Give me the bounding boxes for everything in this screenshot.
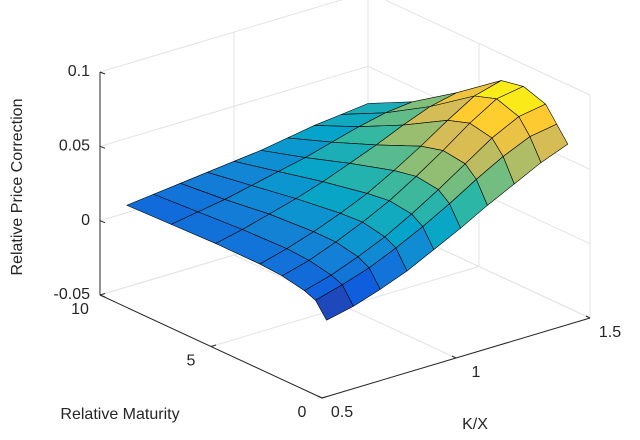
grid-line	[99, 65, 369, 147]
z-tick-label: 0.05	[59, 138, 90, 155]
tick-mark	[317, 395, 323, 399]
y-tick-label: 10	[71, 301, 89, 318]
y-tick-label: 0	[298, 404, 307, 421]
tick-mark	[321, 396, 328, 399]
tick-mark	[210, 344, 217, 347]
tick-mark	[585, 315, 591, 319]
tick-mark	[99, 145, 106, 149]
grid-line	[384, 0, 591, 96]
tick-mark	[99, 220, 106, 224]
z-tick-label: 0	[81, 212, 90, 229]
surface-patch	[315, 284, 354, 321]
x-tick-label: 1	[472, 364, 481, 381]
z-axis-label: Relative Price Correction	[9, 99, 26, 276]
tick-mark	[99, 293, 106, 296]
x-axis-label: K/X	[462, 416, 488, 433]
tick-mark	[99, 71, 106, 75]
x-tick-label: 0.5	[331, 404, 353, 421]
z-tick-label: -0.05	[54, 286, 91, 303]
x-tick-label: 1.5	[599, 324, 621, 341]
grid-line	[99, 0, 343, 73]
y-axis-label: Relative Maturity	[60, 406, 179, 423]
tick-mark	[99, 294, 106, 298]
tick-mark	[451, 355, 457, 359]
z-tick-label: 0.1	[68, 63, 90, 80]
y-tick-label: 5	[187, 353, 196, 370]
